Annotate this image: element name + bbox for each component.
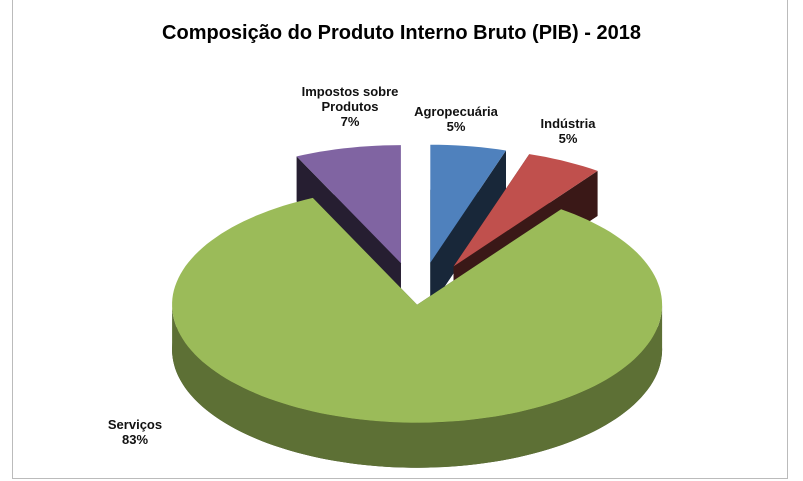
data-label: Agropecuária 5%: [396, 104, 516, 134]
value-label: 7%: [340, 114, 360, 129]
slice: [296, 145, 401, 264]
data-label: Serviços 83%: [75, 417, 195, 447]
category-label: Serviços: [107, 417, 163, 432]
value-label: 5%: [558, 131, 578, 146]
value-label: 83%: [121, 432, 149, 447]
chart-frame: [12, 0, 788, 479]
value-label: 5%: [446, 119, 466, 134]
category-label: Impostos sobre Produtos: [301, 84, 399, 114]
chart-title: Composição do Produto Interno Bruto (PIB…: [162, 22, 641, 44]
category-label: Indústria: [540, 116, 596, 131]
slice-wall: [430, 150, 506, 308]
data-label: Indústria 5%: [508, 116, 628, 146]
slice: [172, 197, 663, 423]
slice: [453, 154, 598, 267]
data-label: Impostos sobre Produtos 7%: [290, 84, 410, 129]
slice-side: [172, 304, 663, 468]
category-label: Agropecuária: [414, 104, 498, 119]
slice: [430, 144, 506, 263]
